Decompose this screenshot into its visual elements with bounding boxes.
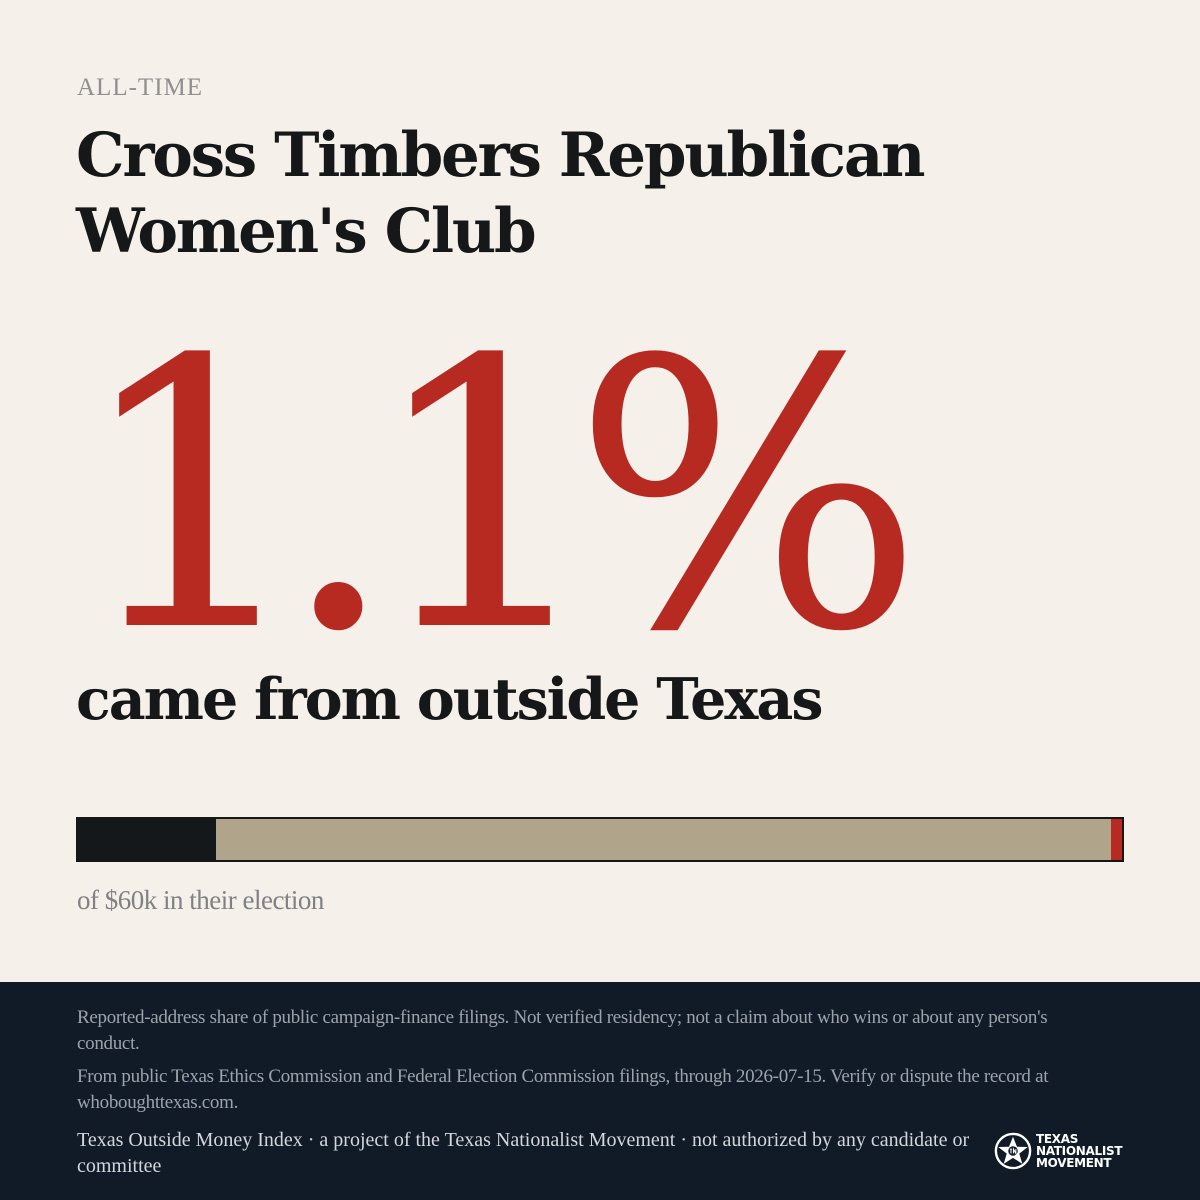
share-bar (76, 817, 1124, 862)
logo-line-1: TEXAS (1036, 1132, 1079, 1146)
footer-source: From public Texas Ethics Commission and … (77, 1066, 1049, 1113)
logo-wordmark: TEXAS NATIONALIST MOVEMENT (1036, 1132, 1123, 1170)
page-title: Cross Timbers Republican Women's Club (76, 120, 926, 267)
bar-caption: of $60k in their election (77, 885, 324, 915)
headline-subline: came from outside Texas (76, 666, 823, 733)
headline-percent: 1.1% (74, 283, 924, 713)
logo-line-2: NATIONALIST (1036, 1144, 1123, 1158)
footer-credit: Texas Outside Money Index · a project of… (77, 1129, 970, 1177)
kicker: ALL-TIME (77, 74, 204, 101)
logo-line-3: MOVEMENT (1036, 1156, 1112, 1170)
footer: Reported-address share of public campaig… (0, 982, 1200, 1200)
footer-disclaimer: Reported-address share of public campaig… (77, 1007, 1048, 1054)
tnm-logo: TEXAS NATIONALIST MOVEMENT (994, 1132, 1123, 1170)
share-bar-dark-segment (78, 819, 216, 860)
star-circle-icon (994, 1132, 1032, 1170)
share-bar-outside-segment (1111, 819, 1122, 860)
share-bar-texas-segment (216, 819, 1111, 860)
